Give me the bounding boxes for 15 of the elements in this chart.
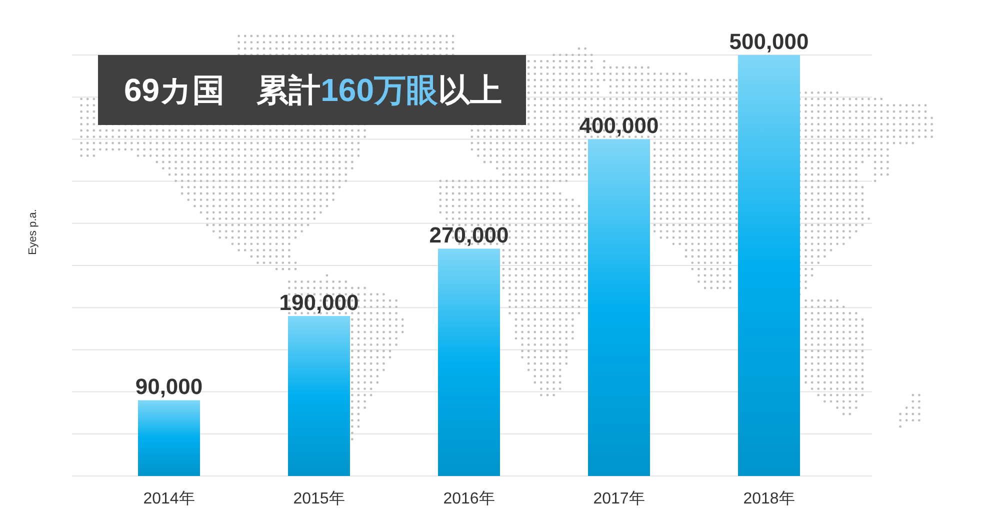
data-label: 500,000: [729, 29, 809, 54]
bar: [138, 400, 200, 476]
bar: [738, 55, 800, 476]
bar: [588, 139, 650, 476]
x-tick-label: 2015年: [293, 490, 345, 508]
data-label: 270,000: [429, 222, 509, 248]
x-tick-label: 2018年: [743, 490, 795, 508]
data-label: 400,000: [579, 113, 659, 138]
data-label: 90,000: [135, 374, 203, 400]
text: 69カ国 累計160万眼以上: [124, 72, 502, 108]
y-axis-title: Eyes p.a.: [27, 209, 39, 255]
x-tick-label: 2014年: [143, 490, 195, 508]
x-tick-label: 2017年: [593, 490, 645, 508]
x-tick-label: 2016年: [443, 490, 495, 508]
data-label: 190,000: [279, 290, 359, 316]
